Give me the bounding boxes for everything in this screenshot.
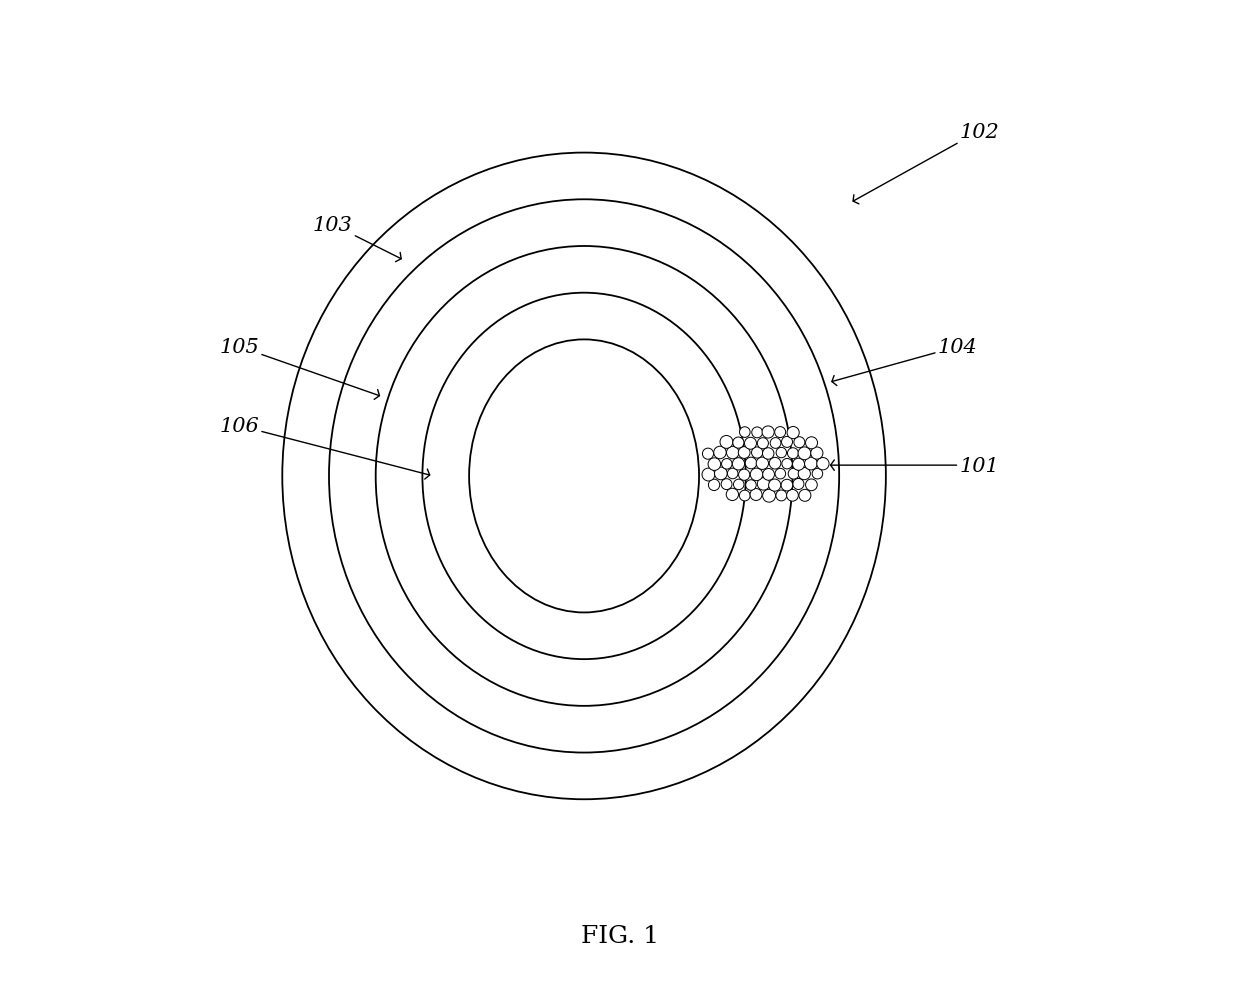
Circle shape	[787, 449, 799, 459]
Circle shape	[745, 480, 756, 491]
Circle shape	[708, 458, 720, 471]
Text: 106: 106	[219, 417, 430, 479]
Text: 104: 104	[832, 338, 977, 387]
Circle shape	[763, 490, 775, 503]
Circle shape	[763, 427, 774, 439]
Circle shape	[751, 448, 763, 458]
Circle shape	[714, 467, 727, 480]
Circle shape	[786, 490, 799, 502]
Circle shape	[733, 458, 744, 470]
Circle shape	[799, 490, 811, 502]
Circle shape	[728, 468, 738, 479]
Circle shape	[775, 427, 786, 438]
Text: FIG. 1: FIG. 1	[582, 924, 658, 947]
Circle shape	[811, 448, 823, 459]
Circle shape	[702, 449, 713, 459]
Circle shape	[702, 468, 715, 481]
Circle shape	[722, 479, 732, 490]
Circle shape	[787, 427, 800, 439]
Circle shape	[769, 479, 781, 492]
Text: 105: 105	[219, 338, 379, 400]
Circle shape	[751, 428, 763, 439]
Circle shape	[744, 438, 756, 450]
Circle shape	[789, 468, 799, 479]
Circle shape	[758, 438, 769, 450]
Circle shape	[792, 458, 805, 470]
Circle shape	[745, 458, 756, 469]
Circle shape	[770, 438, 781, 449]
Circle shape	[806, 479, 817, 491]
Circle shape	[792, 479, 804, 490]
Circle shape	[756, 458, 769, 470]
Circle shape	[739, 491, 750, 502]
Circle shape	[782, 459, 792, 469]
Circle shape	[781, 437, 792, 448]
Text: 101: 101	[831, 457, 999, 475]
Circle shape	[750, 468, 763, 481]
Circle shape	[799, 448, 811, 460]
Circle shape	[817, 458, 830, 470]
Circle shape	[727, 489, 739, 501]
Circle shape	[734, 479, 744, 490]
Circle shape	[733, 438, 744, 449]
Circle shape	[776, 490, 786, 501]
Circle shape	[722, 459, 732, 469]
Circle shape	[769, 458, 781, 469]
Circle shape	[799, 468, 811, 480]
Circle shape	[738, 448, 750, 458]
Circle shape	[775, 469, 786, 479]
Circle shape	[727, 447, 739, 459]
Circle shape	[805, 458, 817, 470]
Circle shape	[714, 447, 727, 459]
Circle shape	[763, 449, 774, 459]
Circle shape	[794, 437, 805, 449]
Circle shape	[739, 469, 750, 481]
Circle shape	[720, 436, 733, 449]
Circle shape	[763, 469, 775, 481]
Circle shape	[812, 469, 822, 479]
Circle shape	[750, 489, 763, 501]
Circle shape	[758, 478, 770, 491]
Circle shape	[708, 480, 719, 491]
Circle shape	[776, 448, 786, 458]
Circle shape	[739, 427, 750, 438]
Circle shape	[781, 480, 792, 491]
Text: 102: 102	[853, 122, 999, 205]
Text: 103: 103	[312, 216, 402, 262]
Circle shape	[806, 438, 817, 450]
